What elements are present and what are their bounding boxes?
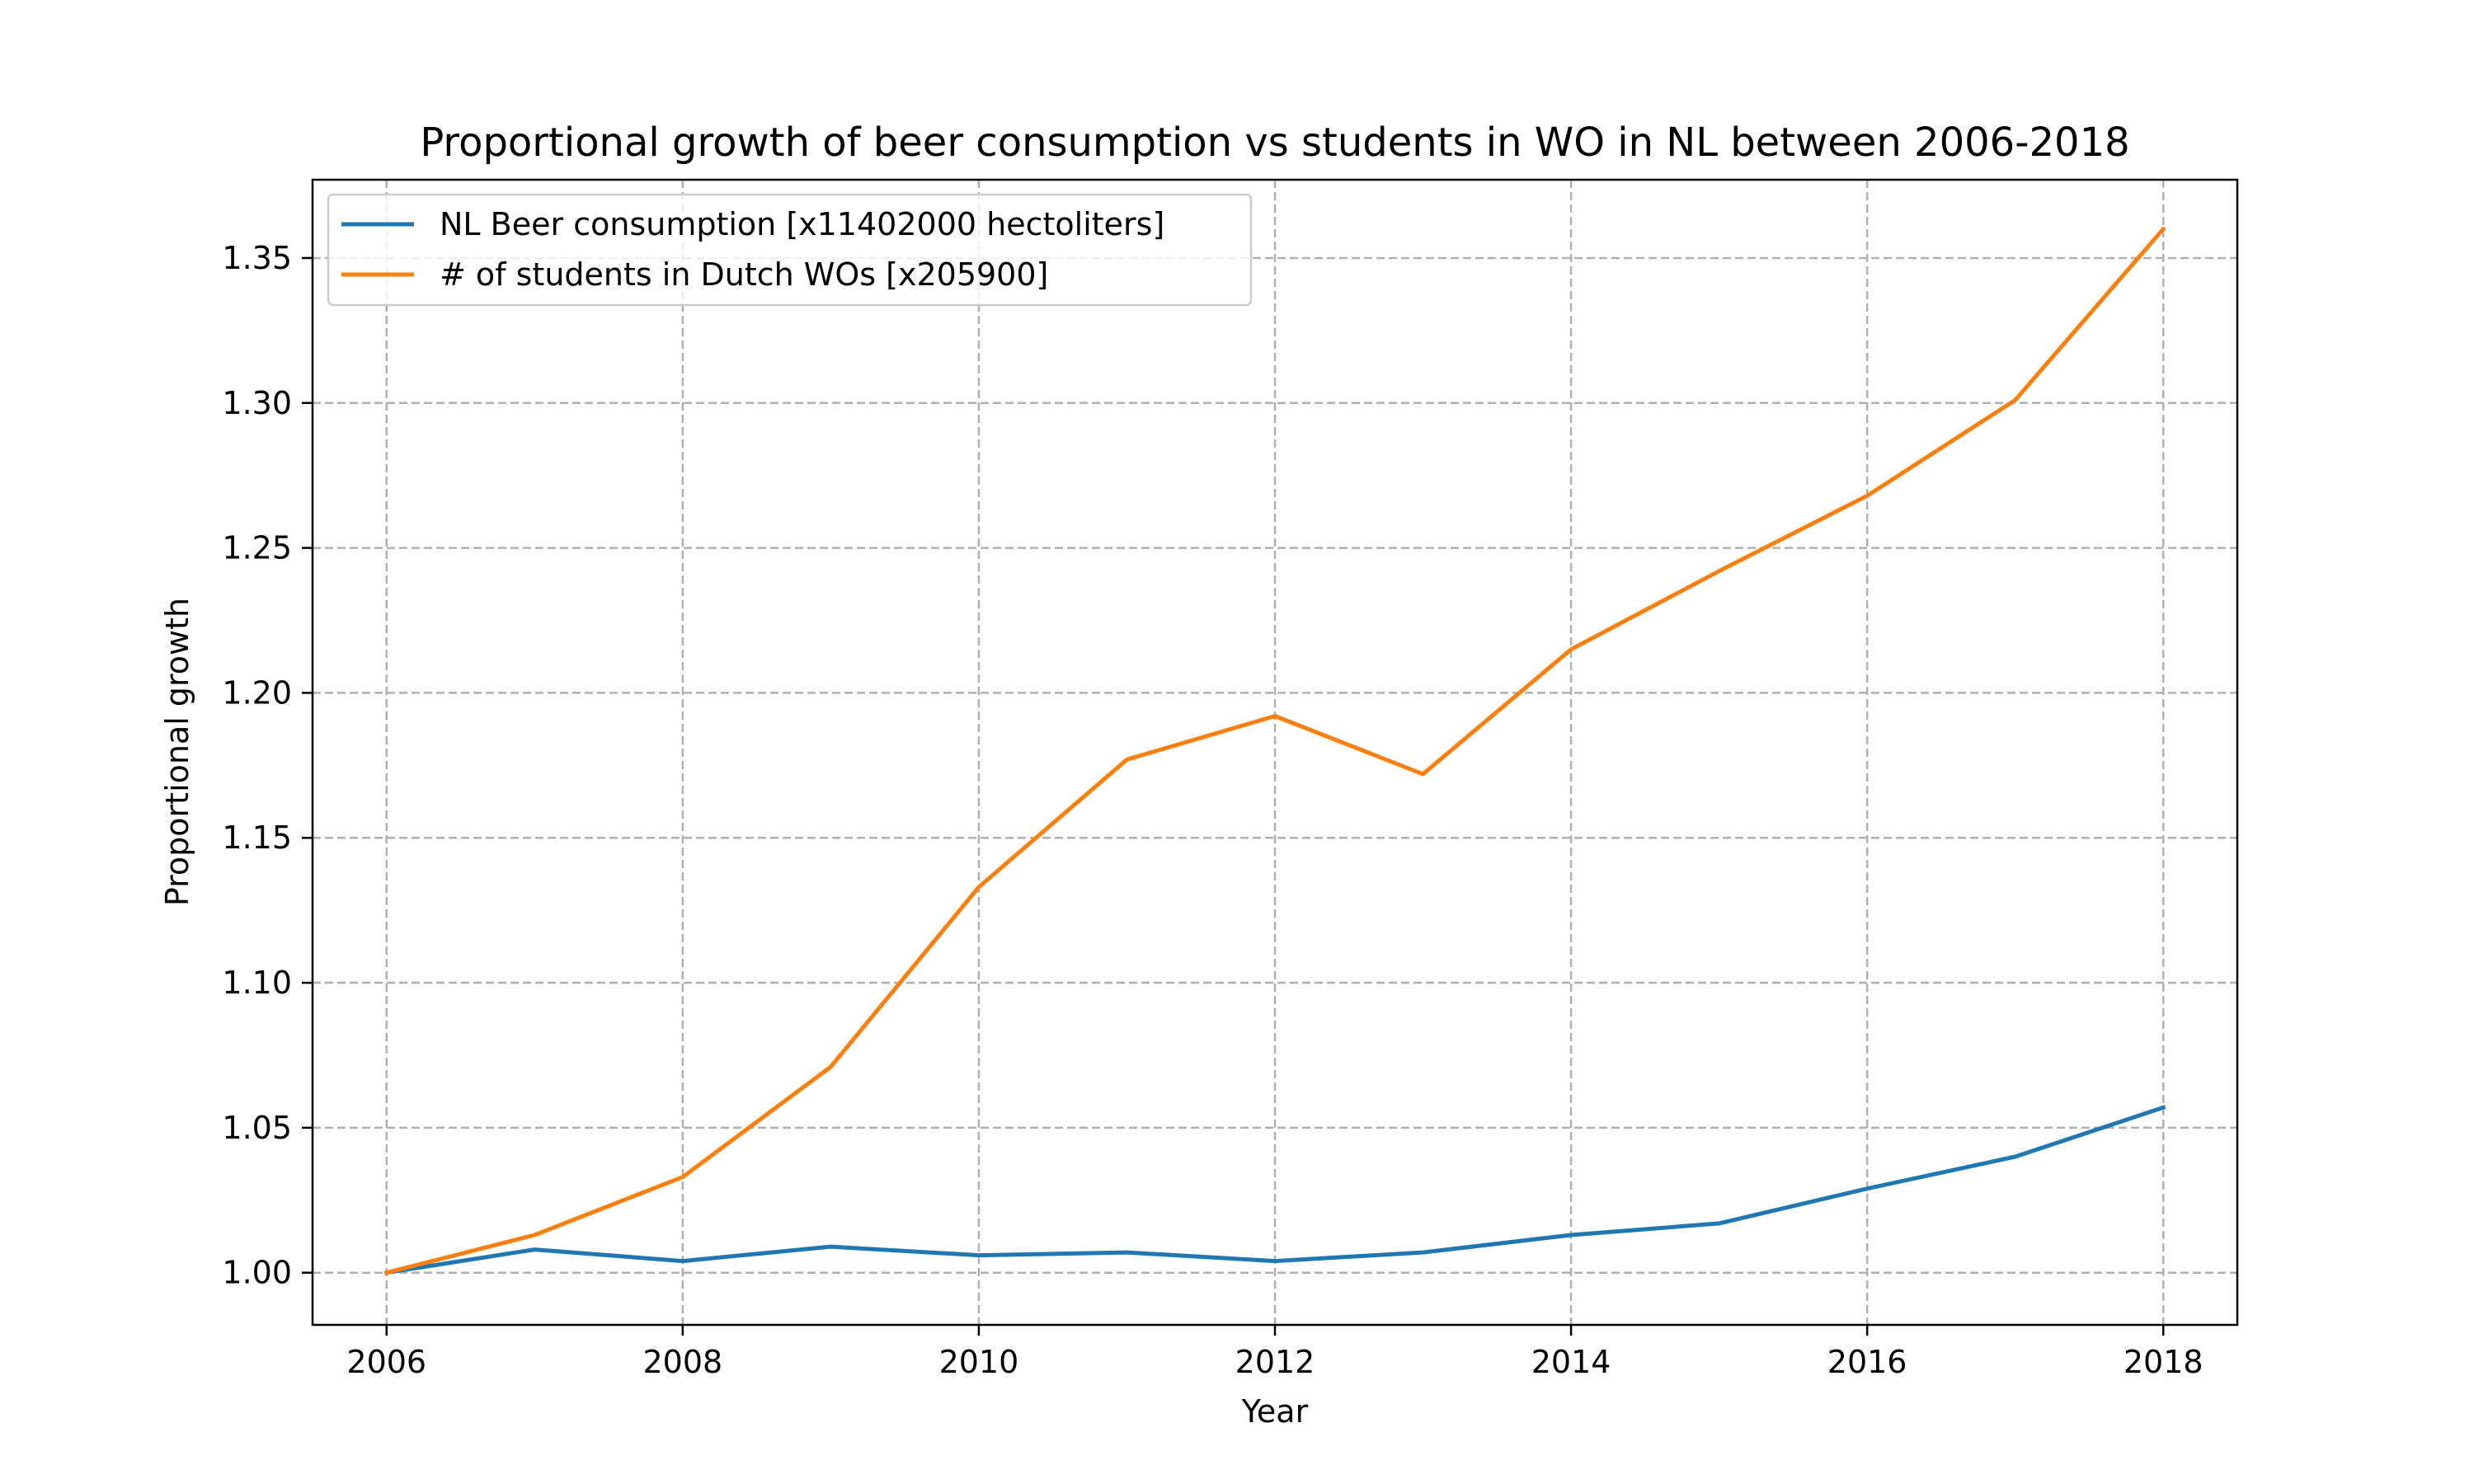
y-tick-label: 1.30 [222,385,292,421]
series-lines [383,226,2166,1275]
x-tick-label: 2016 [1827,1344,1907,1380]
x-tick-label: 2006 [346,1344,426,1380]
y-tick-label: 1.10 [222,965,292,1001]
y-tick-label: 1.20 [222,674,292,711]
chart-title: Proportional growth of beer consumption … [420,120,2129,166]
y-tick-label: 1.15 [222,819,292,856]
x-tick-label: 2008 [642,1344,722,1380]
series-line-students [383,226,2166,1275]
y-axis-label: Proportional growth [159,598,195,906]
legend-box [327,193,1253,307]
legend-label-students: # of students in Dutch WOs [x205900] [440,256,1048,293]
x-tick-label: 2018 [2124,1344,2204,1380]
series-line-beer [383,1105,2166,1275]
x-tick-label: 2010 [939,1344,1019,1380]
legend-label-beer: NL Beer consumption [x11402000 hectolite… [440,206,1164,242]
grid [313,180,2237,1325]
x-tick-label: 2012 [1235,1344,1315,1380]
y-tick-label: 1.35 [222,240,292,276]
axis-ticks: 2006 2008 2010 2012 2014 2016 2018 1.00 1.05 1.10… [222,240,2203,1380]
y-tick-label: 1.25 [222,530,292,566]
legend: NL Beer consumption [x11402000 hectolite… [327,193,1253,307]
x-tick-label: 2014 [1531,1344,1611,1380]
y-tick-label: 1.05 [222,1110,292,1146]
x-axis-label: Year [1241,1393,1309,1430]
y-tick-label: 1.00 [222,1255,292,1291]
